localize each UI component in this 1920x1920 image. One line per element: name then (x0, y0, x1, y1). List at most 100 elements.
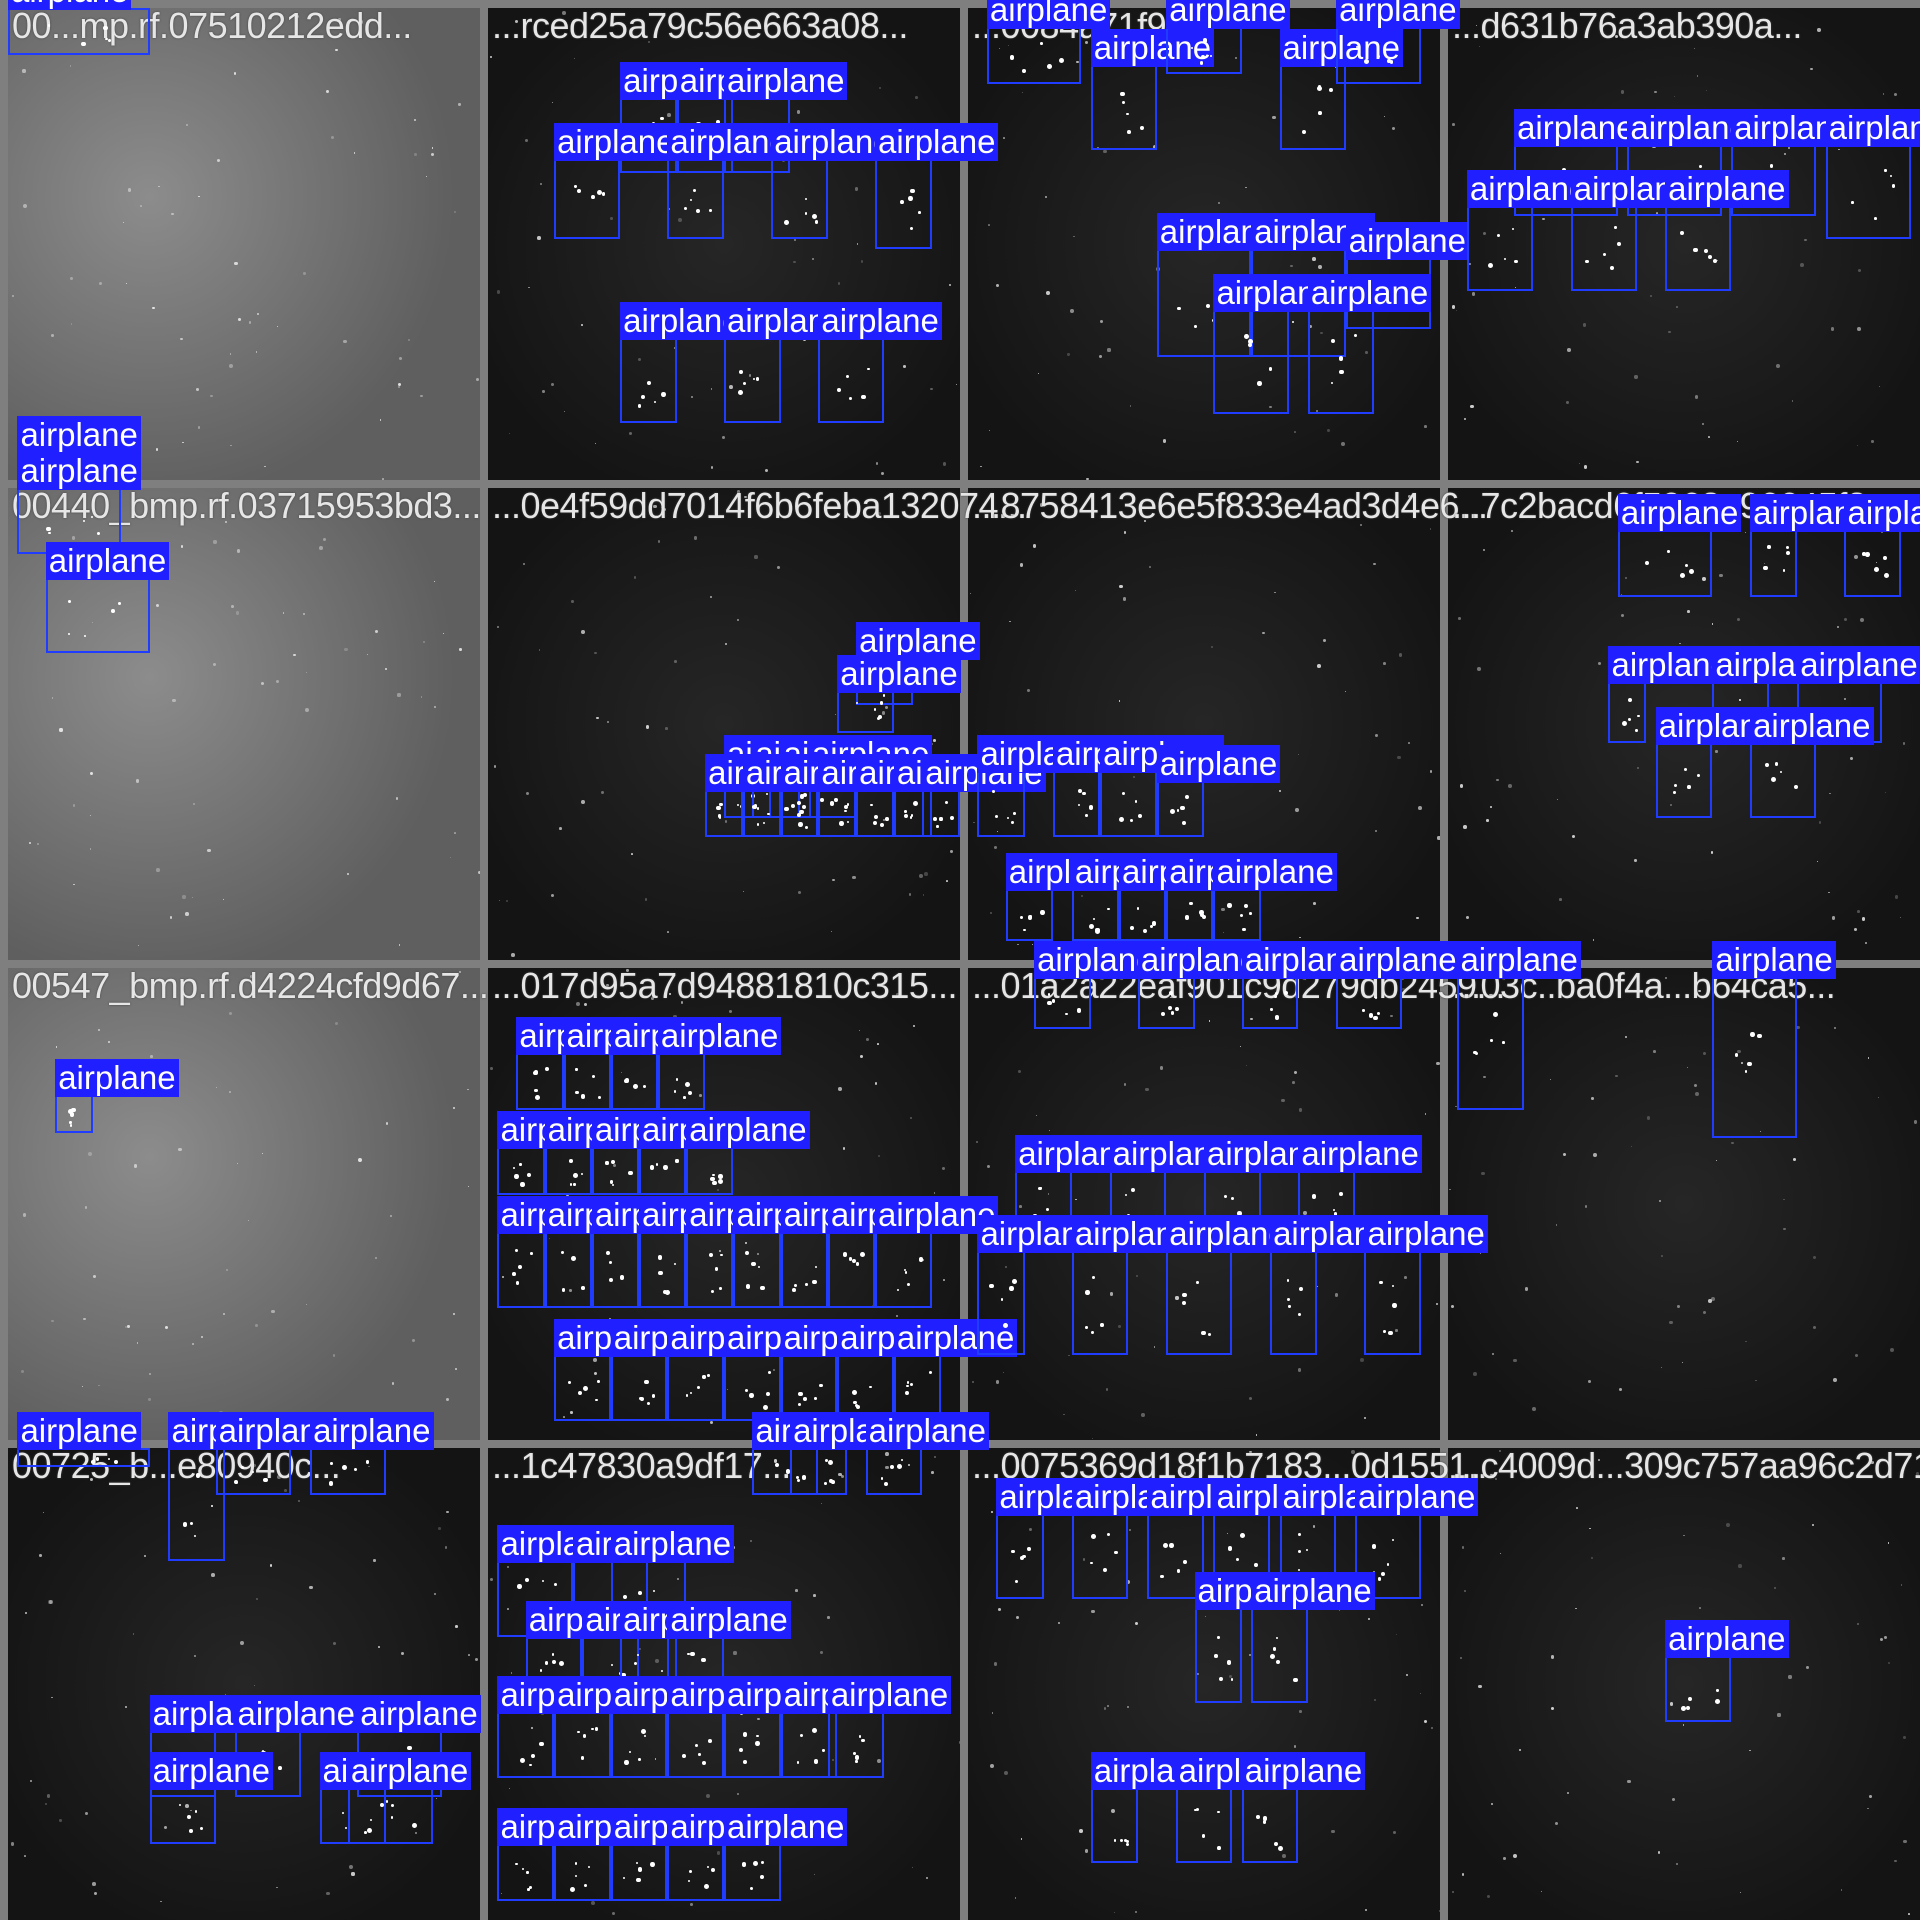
target-return (904, 1390, 910, 1396)
detection-box: airplane (1166, 853, 1290, 942)
speckle (69, 276, 73, 280)
target-return (344, 1827, 347, 1830)
speckle (1475, 25, 1477, 27)
speckle (433, 1592, 436, 1595)
speckle (211, 1573, 215, 1577)
target-return (1389, 60, 1393, 64)
speckle (1907, 1912, 1910, 1915)
target-return (1873, 566, 1879, 572)
target-return (1125, 1842, 1130, 1846)
speckle (542, 389, 546, 393)
target-return (1029, 915, 1032, 919)
target-return (799, 809, 804, 815)
speckle (1849, 756, 1853, 760)
speckle (998, 47, 1000, 49)
target-return (859, 1735, 862, 1738)
speckle (335, 48, 338, 52)
target-return (1502, 1041, 1505, 1044)
speckle (1005, 1265, 1008, 1269)
speckle (474, 1657, 479, 1662)
speckle (976, 1140, 979, 1144)
speckle (1524, 1287, 1529, 1292)
speckle (1281, 1098, 1285, 1103)
speckle (445, 1397, 449, 1401)
target-return (583, 1883, 587, 1887)
target-return (750, 1886, 754, 1890)
speckle (680, 1001, 683, 1004)
speckle (1435, 1302, 1439, 1306)
speckle (228, 363, 233, 368)
detection-box: airplane (686, 1111, 810, 1195)
speckle (169, 916, 173, 919)
detection-box: airplane (215, 1412, 340, 1496)
target-return (868, 1385, 872, 1389)
speckle (942, 462, 947, 466)
speckle (1309, 325, 1312, 328)
speckle (1026, 688, 1031, 692)
speckle (722, 435, 726, 439)
speckle (1210, 646, 1213, 649)
speckle (1867, 1807, 1869, 1809)
target-return (1121, 791, 1125, 795)
target-return (701, 1761, 706, 1766)
speckle (71, 536, 76, 540)
speckle (1046, 291, 1050, 295)
speckle (1461, 1873, 1465, 1877)
target-return (1734, 1053, 1739, 1057)
target-return (1270, 1008, 1273, 1012)
target-return (745, 1251, 750, 1256)
target-return (879, 701, 884, 705)
speckle (1293, 1745, 1297, 1748)
speckle (1458, 617, 1462, 620)
speckle (1469, 262, 1472, 265)
speckle (347, 873, 350, 875)
speckle (562, 10, 567, 15)
speckle (912, 1867, 914, 1869)
speckle (143, 1554, 147, 1558)
speckle (1438, 1910, 1440, 1912)
speckle (132, 1633, 135, 1635)
speckle (1676, 1305, 1680, 1309)
speckle (1395, 1634, 1397, 1636)
speckle (374, 629, 378, 633)
speckle (1032, 543, 1037, 548)
sar-image (1448, 1448, 1920, 1920)
speckle (1634, 375, 1638, 379)
speckle (1711, 623, 1714, 625)
speckle (754, 555, 758, 559)
speckle (255, 1598, 258, 1600)
speckle (580, 630, 585, 635)
detection-box: airplane (1241, 941, 1366, 1030)
speckle (338, 17, 341, 21)
speckle (309, 1585, 313, 1590)
class-label: airplane (837, 654, 961, 693)
target-return (696, 1385, 700, 1390)
speckle (1739, 1891, 1742, 1894)
target-return (1122, 101, 1126, 105)
sar-image (8, 968, 480, 1440)
speckle (744, 496, 747, 499)
speckle (1510, 529, 1513, 532)
detection-box: airplane (544, 1196, 669, 1308)
speckle (1124, 1083, 1127, 1086)
target-return (652, 1589, 655, 1592)
speckle (369, 494, 374, 498)
class-label: airplane (1665, 1619, 1789, 1658)
target-return (619, 1275, 624, 1280)
target-return (1228, 1546, 1233, 1551)
speckle (717, 1189, 720, 1192)
speckle (1806, 1666, 1810, 1669)
speckle (172, 698, 177, 703)
detection-box: airplane (1270, 1215, 1394, 1356)
target-return (1380, 1572, 1386, 1577)
detection-box: airplane (1345, 222, 1470, 329)
speckle (1793, 1158, 1797, 1162)
target-return (1085, 1326, 1089, 1330)
speckle (1783, 152, 1787, 156)
speckle (1233, 991, 1236, 994)
speckle (1019, 1205, 1022, 1208)
target-return (1256, 1815, 1260, 1819)
detection-box: airplane (724, 1676, 848, 1779)
speckle (1406, 1673, 1409, 1677)
target-return (1009, 55, 1015, 60)
